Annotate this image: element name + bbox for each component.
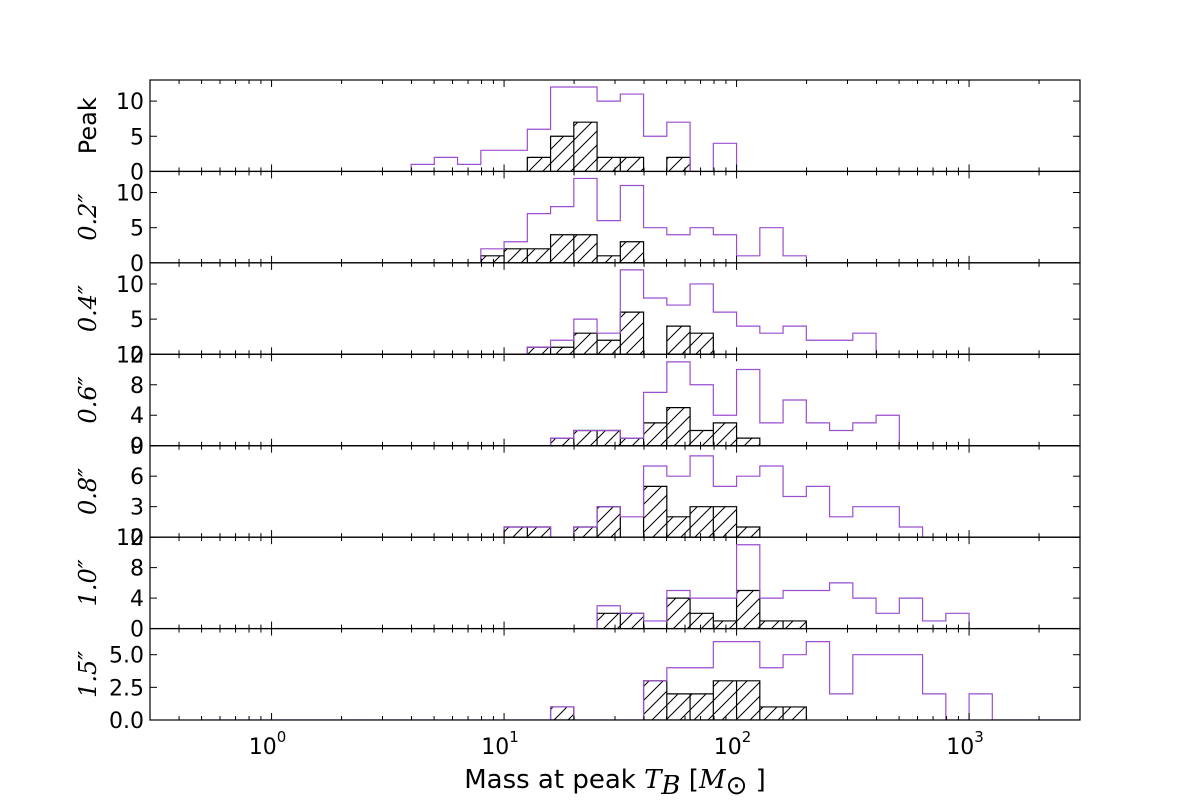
panel-3-label: 0.4″ bbox=[74, 285, 102, 332]
y-tick-label: 5.0 bbox=[109, 644, 144, 669]
subset-hatch-fill bbox=[597, 590, 807, 629]
subset-hatch-fill bbox=[527, 122, 691, 172]
y-tick-label: 0 bbox=[130, 526, 144, 551]
y-tick-label: 12 bbox=[116, 343, 144, 368]
y-tick-label: 5 bbox=[130, 125, 144, 150]
panel-5-bars bbox=[201, 455, 1080, 538]
y-tick-label: 0 bbox=[130, 160, 144, 185]
y-tick-label: 4 bbox=[130, 587, 144, 612]
panel-2: 0 5 10 0.2″ bbox=[74, 170, 1081, 277]
panel-7-label: 1.5″ bbox=[74, 651, 102, 698]
panel-stack: 0 5 10 Peak 0 5 10 0.2″ 0 5 10 0.4″ 0 4 8 12 0.6″ 0 3 6 9 0.8… bbox=[74, 79, 1081, 734]
y-tick-label: 2.5 bbox=[109, 676, 144, 701]
x-tick-label: 100 bbox=[249, 728, 287, 760]
y-tick-label: 3 bbox=[130, 496, 144, 521]
all-histogram-step bbox=[201, 361, 1080, 447]
panel-4-bars bbox=[201, 361, 1080, 447]
panel-2-bars bbox=[201, 177, 1080, 264]
subset-hatch-fill bbox=[550, 680, 807, 720]
panel-1-label: Peak bbox=[74, 97, 102, 154]
y-tick-label: 8 bbox=[130, 374, 144, 399]
y-tick-label: 0 bbox=[130, 618, 144, 643]
subset-histogram-outline bbox=[526, 121, 691, 173]
y-tick-label: 0 bbox=[130, 435, 144, 460]
y-tick-label: 10 bbox=[116, 182, 144, 207]
y-tick-label: 9 bbox=[130, 435, 144, 460]
panel-7-frame bbox=[149, 627, 1081, 721]
panel-1-bars bbox=[201, 86, 1080, 173]
y-tick-label: 5 bbox=[130, 217, 144, 242]
y-tick-label: 8 bbox=[130, 557, 144, 582]
panel-4-label: 0.6″ bbox=[74, 376, 102, 423]
x-axis: 100 101 102 103 bbox=[249, 728, 984, 760]
panel-2-frame bbox=[149, 170, 1081, 264]
subset-hatch-fill bbox=[550, 407, 760, 446]
panel-3-bars bbox=[201, 269, 1080, 355]
all-histogram-step bbox=[201, 455, 1080, 538]
panel-5-label: 0.8″ bbox=[74, 468, 102, 515]
y-tick-label: 10 bbox=[116, 90, 144, 115]
panel-3: 0 5 10 0.4″ bbox=[74, 262, 1081, 368]
panel-7: 0.0 2.5 5.0 1.5″ bbox=[74, 627, 1081, 734]
y-tick-label: 6 bbox=[130, 465, 144, 490]
y-tick-label: 0 bbox=[130, 252, 144, 277]
panel-4: 0 4 8 12 0.6″ bbox=[74, 343, 1081, 460]
y-tick-label: 10 bbox=[116, 273, 144, 298]
subset-histogram-outline bbox=[480, 234, 645, 264]
y-tick-label: 0 bbox=[130, 343, 144, 368]
x-axis-label: Mass at peak TB [M⊙ ] bbox=[464, 765, 766, 800]
panel-6: 0 4 8 12 1.0″ bbox=[74, 526, 1081, 643]
panel-1: 0 5 10 Peak bbox=[74, 79, 1081, 185]
x-tick-label: 102 bbox=[714, 728, 752, 760]
panel-5: 0 3 6 9 0.8″ bbox=[74, 435, 1081, 551]
y-tick-label: 5 bbox=[130, 308, 144, 333]
x-tick-label: 101 bbox=[481, 728, 519, 760]
all-histogram-step bbox=[201, 641, 1080, 720]
panel-6-bars bbox=[201, 544, 1080, 630]
x-tick-label: 103 bbox=[946, 728, 984, 760]
y-tick-label: 0.0 bbox=[109, 709, 144, 734]
panel-2-label: 0.2″ bbox=[74, 194, 102, 241]
y-tick-label: 12 bbox=[116, 526, 144, 551]
subset-hatch-fill bbox=[504, 486, 760, 538]
panel-7-bars bbox=[201, 641, 1080, 720]
panel-6-label: 1.0″ bbox=[74, 559, 102, 606]
y-tick-label: 4 bbox=[130, 404, 144, 429]
